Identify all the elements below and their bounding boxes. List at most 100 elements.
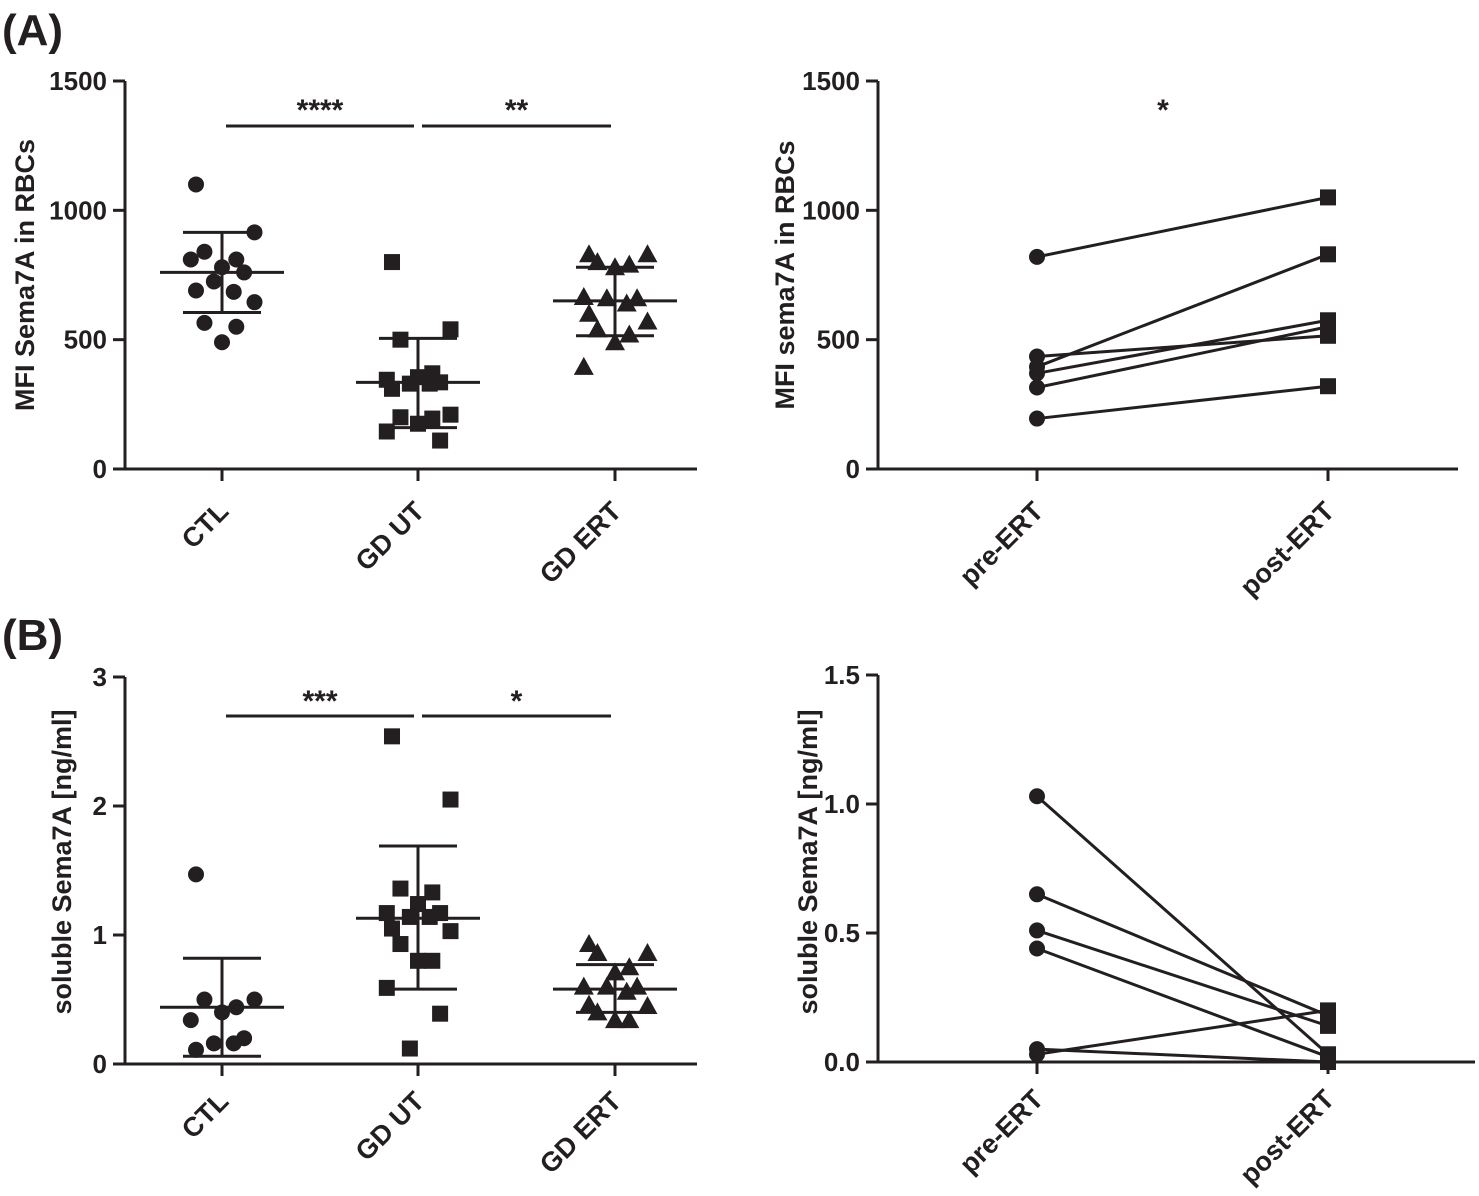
y-tick-label: 1.0: [824, 789, 860, 819]
data-point: [442, 923, 459, 940]
y-tick-label: 2: [93, 791, 107, 821]
y-axis-title: soluble Sema7A [ng/ml]: [793, 709, 823, 1014]
data-point: [205, 1035, 222, 1052]
data-point: [384, 380, 400, 397]
data-point: [392, 880, 409, 897]
data-point: [384, 920, 400, 937]
pair-line: [1036, 892, 1329, 1017]
data-point: [573, 356, 594, 375]
significance-label: **: [505, 94, 529, 127]
post-point: [1320, 1002, 1336, 1019]
data-point: [225, 283, 242, 300]
pre-point: [1029, 410, 1045, 427]
significance-label: *: [1157, 94, 1169, 127]
pair-line: [1036, 195, 1329, 259]
data-point: [424, 410, 441, 427]
data-point: [616, 981, 637, 1000]
x-tick-label: GD UT: [350, 1086, 431, 1167]
x-tick-label: CTL: [176, 1086, 234, 1144]
data-point: [205, 273, 222, 290]
data-point: [637, 943, 658, 962]
data-point: [246, 294, 263, 311]
post-point: [1320, 189, 1336, 206]
pre-point: [1029, 886, 1045, 903]
data-point: [432, 432, 449, 449]
panel-label-b: (B): [2, 611, 63, 660]
y-tick-label: 0: [93, 1049, 107, 1079]
data-point: [587, 943, 608, 962]
data-point: [432, 1005, 449, 1022]
data-point: [401, 1040, 418, 1057]
data-point: [637, 995, 658, 1014]
pair-line: [1036, 1008, 1329, 1056]
y-tick-label: 3: [93, 662, 107, 692]
panel-label-a: (A): [2, 6, 63, 55]
y-tick-label: 500: [817, 325, 860, 355]
chart-soluble-sema7a-groups: 0 1 2 3 CTL GD UT GD ERT soluble Sema7A [ng/ml]…: [47, 662, 697, 1179]
pair-line: [1036, 325, 1329, 389]
data-point: [188, 1041, 204, 1058]
data-point: [188, 282, 204, 299]
data-point: [384, 254, 400, 271]
chart-soluble-sema7a-paired: 0.0 0.5 1.0 1.5 pre-ERT post-ERT soluble Sema7…: [793, 660, 1475, 1190]
data-point: [392, 409, 409, 426]
data-point: [182, 1012, 199, 1029]
y-tick-label: 1500: [802, 66, 860, 96]
pair-line: [1036, 928, 1329, 1028]
y-tick-label: 1: [93, 920, 107, 950]
data-point: [573, 976, 594, 995]
data-point: [228, 251, 245, 268]
chart-mfi-sema7a-groups: 0 500 1000 1500 CTL GD UT GD ERT MFI Sema7A in …: [10, 66, 697, 589]
x-tick-label: post-ERT: [1234, 1084, 1340, 1190]
y-tick-label: 1500: [49, 66, 107, 96]
data-point: [605, 1010, 625, 1029]
data-point: [442, 791, 459, 808]
data-point: [619, 1010, 640, 1029]
x-tick-label: GD ERT: [534, 1086, 628, 1180]
pre-point: [1029, 1046, 1045, 1063]
y-axis-title: MFI Sema7A in RBCs: [10, 139, 40, 411]
pair-line: [1036, 1047, 1329, 1064]
pair-line: [1036, 947, 1329, 1059]
pre-point: [1029, 365, 1045, 382]
data-point: [579, 994, 599, 1013]
data-point: [196, 314, 213, 331]
data-point: [616, 293, 637, 312]
data-point: [605, 332, 625, 351]
x-tick-label: pre-ERT: [954, 496, 1050, 592]
pre-point: [1029, 788, 1045, 805]
y-tick-label: 1000: [49, 195, 107, 225]
data-point: [579, 934, 599, 953]
y-tick-label: 0: [93, 454, 107, 484]
data-point: [196, 991, 213, 1008]
significance-label: *: [511, 685, 523, 718]
chart-mfi-sema7a-paired: 0 500 1000 1500 pre-ERT post-ERT MFI sema7A in…: [770, 66, 1458, 602]
x-tick-label: pre-ERT: [954, 1084, 1050, 1180]
significance-label: ***: [302, 685, 337, 718]
data-point: [442, 406, 459, 423]
data-point: [424, 884, 441, 901]
data-point: [587, 319, 608, 338]
y-tick-label: 0: [846, 454, 860, 484]
pre-point: [1029, 379, 1045, 396]
x-tick-label: post-ERT: [1234, 496, 1340, 602]
data-point: [188, 176, 204, 193]
pair-line: [1036, 384, 1329, 421]
post-point: [1320, 1054, 1336, 1070]
pre-point: [1029, 248, 1045, 265]
post-point: [1320, 246, 1336, 263]
data-point: [619, 957, 640, 976]
post-point: [1320, 1017, 1336, 1034]
data-point: [182, 251, 199, 268]
significance-label: ****: [297, 94, 344, 127]
data-point: [424, 952, 441, 969]
y-tick-label: 1000: [802, 195, 860, 225]
x-tick-label: GD ERT: [534, 496, 628, 590]
data-point: [384, 728, 400, 745]
data-point: [637, 244, 658, 263]
data-point: [579, 244, 599, 263]
data-point: [214, 334, 230, 351]
data-point: [587, 252, 608, 271]
data-point: [442, 321, 459, 338]
